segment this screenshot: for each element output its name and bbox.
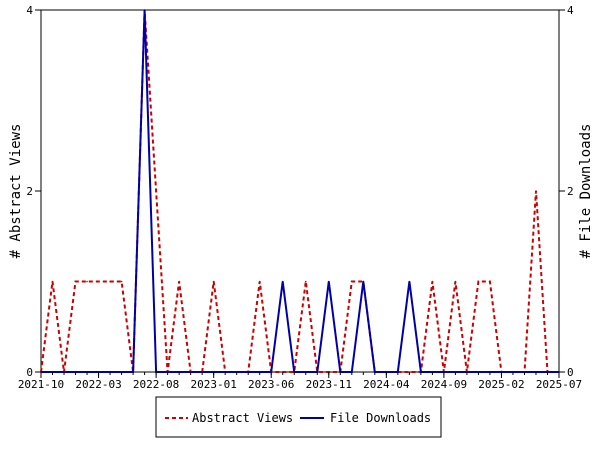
y-left-tick-label: 2: [26, 185, 33, 198]
data-point-abstract-views: [212, 280, 215, 283]
series-line-file-downloads: [41, 9, 559, 373]
x-tick-label: 2024-09: [421, 378, 467, 391]
y-left-tick-label: 4: [26, 4, 33, 17]
x-tick-label: 2022-03: [75, 378, 121, 391]
data-point-file-downloads: [143, 9, 146, 11]
data-point-abstract-views: [109, 280, 111, 283]
plot-area: [40, 9, 560, 373]
data-point-abstract-views: [51, 280, 54, 283]
x-tick-label: 2021-10: [18, 378, 64, 391]
data-point-file-downloads: [362, 280, 365, 283]
data-point-abstract-views: [304, 280, 307, 283]
data-point-file-downloads: [327, 280, 330, 283]
left-axis-title: # Abstract Views: [8, 124, 24, 259]
data-point-abstract-views: [535, 190, 537, 192]
legend-label-abstract-views: Abstract Views: [192, 411, 293, 425]
y-left-tick-label: 0: [26, 366, 33, 379]
data-point-abstract-views: [178, 280, 180, 283]
data-point-abstract-views: [258, 280, 261, 283]
data-point-file-downloads: [281, 280, 284, 283]
y-right-tick-label: 0: [567, 366, 574, 379]
legend-box: [155, 396, 442, 438]
x-tick-label: 2023-01: [190, 378, 236, 391]
x-tick-label: 2025-02: [478, 378, 524, 391]
data-point-abstract-views: [477, 280, 480, 283]
data-point-abstract-views: [454, 280, 457, 283]
legend: Abstract Views File Downloads: [155, 396, 442, 438]
data-point-abstract-views: [351, 280, 353, 283]
y-right-tick-label: 2: [567, 185, 574, 198]
data-point-abstract-views: [489, 280, 491, 283]
right-axis-title: # File Downloads: [578, 124, 594, 259]
legend-label-file-downloads: File Downloads: [330, 411, 431, 425]
data-point-abstract-views: [97, 280, 100, 283]
series-line-abstract-views: [40, 9, 559, 373]
data-point-abstract-views: [431, 280, 434, 283]
x-tick-label: 2023-06: [248, 378, 294, 391]
data-point-abstract-views: [120, 280, 123, 283]
x-tick-label: 2025-07: [536, 378, 582, 391]
x-tick-label: 2022-08: [133, 378, 179, 391]
data-point-abstract-views: [155, 190, 157, 192]
data-point-abstract-views: [86, 280, 88, 283]
x-tick-label: 2024-04: [363, 378, 410, 391]
y-right-tick-label: 4: [567, 4, 574, 17]
data-point-file-downloads: [408, 280, 411, 283]
x-tick-label: 2023-11: [306, 378, 352, 391]
data-point-abstract-views: [74, 280, 77, 283]
